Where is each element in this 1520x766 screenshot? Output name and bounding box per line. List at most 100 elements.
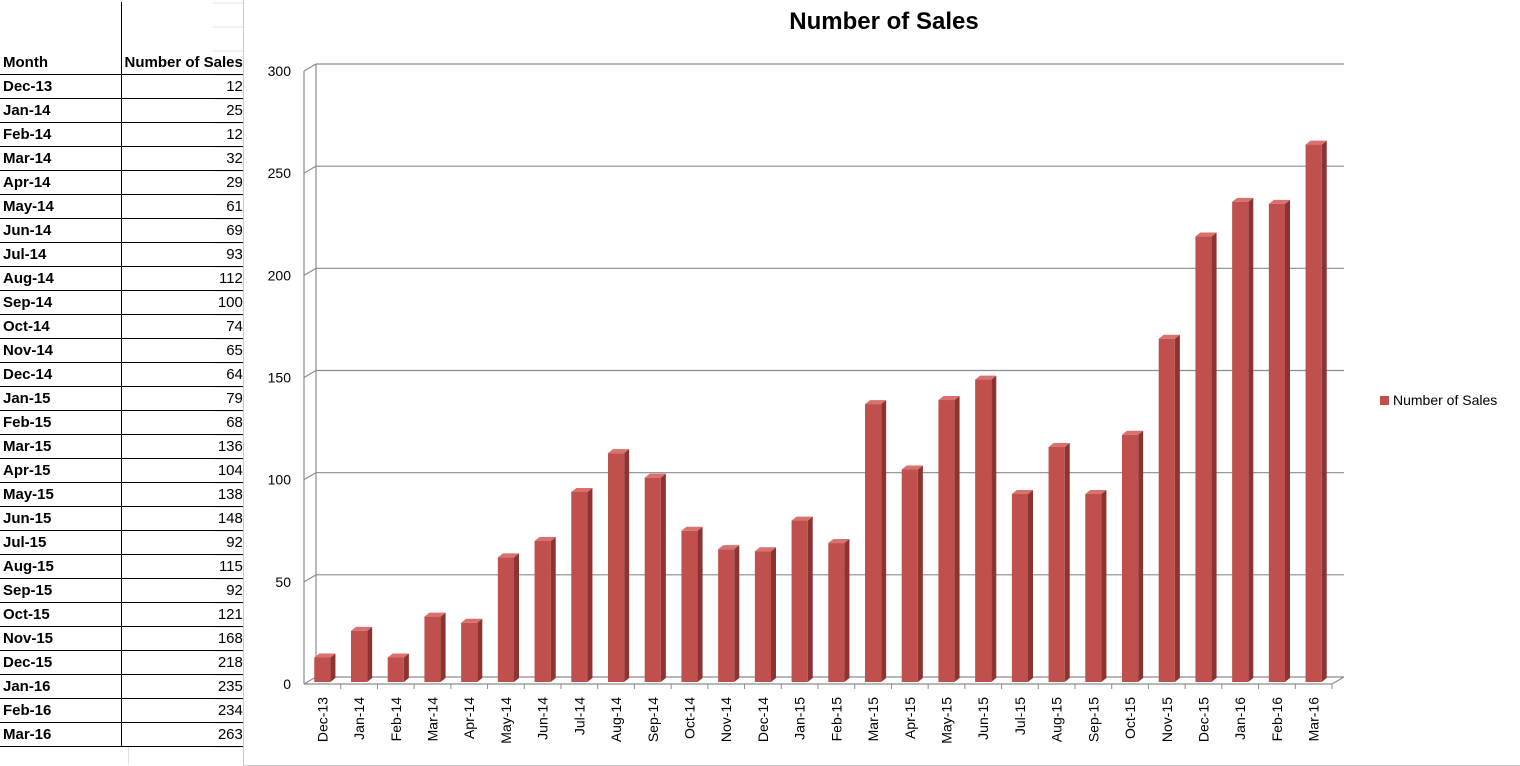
month-cell[interactable]: Nov-15 [0, 626, 122, 651]
bar [975, 379, 992, 682]
month-cell[interactable]: Jan-15 [0, 386, 122, 411]
month-cell[interactable]: Feb-16 [0, 698, 122, 723]
month-cell[interactable]: Jun-14 [0, 218, 122, 243]
column-header-number-of-sales[interactable]: Number of Sales [121, 2, 247, 75]
table-row: Nov-14 65 [0, 338, 247, 363]
bar-side [660, 473, 666, 682]
column-header-month[interactable]: Month [0, 2, 122, 75]
bar-side [367, 626, 373, 682]
bar-side [1138, 430, 1144, 682]
table-row: Jan-14 25 [0, 98, 247, 123]
month-cell[interactable]: Dec-13 [0, 74, 122, 99]
sales-cell[interactable]: 100 [121, 290, 247, 315]
table-row: Jul-14 93 [0, 242, 247, 267]
sales-cell[interactable]: 136 [121, 434, 247, 459]
month-cell[interactable]: Sep-15 [0, 578, 122, 603]
sales-cell[interactable]: 12 [121, 74, 247, 99]
month-cell[interactable]: Feb-15 [0, 410, 122, 435]
sales-cell[interactable]: 138 [121, 482, 247, 507]
table-row: Jan-15 79 [0, 386, 247, 411]
sales-cell[interactable]: 74 [121, 314, 247, 339]
bar [864, 404, 882, 682]
sales-cell[interactable]: 64 [121, 362, 247, 387]
sales-cell[interactable]: 68 [121, 410, 247, 435]
bar-side [954, 396, 960, 682]
sales-cell[interactable]: 115 [121, 554, 247, 579]
floor-right-edge [1331, 676, 1345, 685]
x-tick-label: May-14 [498, 697, 514, 744]
month-cell[interactable]: Aug-15 [0, 554, 122, 579]
sales-cell[interactable]: 263 [121, 722, 247, 747]
month-cell[interactable]: Jun-15 [0, 506, 122, 531]
bar-side [844, 539, 850, 682]
table-row: Apr-15 104 [0, 458, 247, 483]
sales-cell[interactable]: 65 [121, 338, 247, 363]
x-tick-label: Jul-15 [1012, 697, 1028, 735]
bar [644, 477, 661, 682]
x-tick-label: Mar-15 [865, 697, 881, 742]
bar-side [587, 487, 593, 682]
table-row: Feb-14 12 [0, 122, 247, 147]
month-cell[interactable]: May-15 [0, 482, 122, 507]
month-cell[interactable]: Mar-16 [0, 722, 122, 747]
month-cell[interactable]: Jul-14 [0, 242, 122, 267]
month-cell[interactable]: Aug-14 [0, 266, 122, 291]
bar-side [440, 612, 446, 682]
table-row: Aug-15 115 [0, 554, 247, 579]
x-tick-label: Jan-14 [351, 697, 367, 740]
x-tick-label: Feb-16 [1269, 697, 1285, 742]
month-cell[interactable]: Sep-14 [0, 290, 122, 315]
sales-cell[interactable]: 25 [121, 98, 247, 123]
bar-side [1028, 490, 1034, 682]
month-cell[interactable]: Mar-14 [0, 146, 122, 171]
month-cell[interactable]: Oct-15 [0, 602, 122, 627]
sales-cell[interactable]: 29 [121, 170, 247, 195]
gridline-depth [303, 165, 317, 174]
table-row: Dec-14 64 [0, 362, 247, 387]
month-cell[interactable]: Oct-14 [0, 314, 122, 339]
month-cell[interactable]: Feb-14 [0, 122, 122, 147]
month-cell[interactable]: Apr-15 [0, 458, 122, 483]
sales-cell[interactable]: 12 [121, 122, 247, 147]
month-cell[interactable]: Dec-14 [0, 362, 122, 387]
x-tick-label: Oct-15 [1122, 697, 1138, 739]
sales-cell[interactable]: 93 [121, 242, 247, 267]
sales-cell[interactable]: 79 [121, 386, 247, 411]
month-cell[interactable]: Apr-14 [0, 170, 122, 195]
sales-cell[interactable]: 121 [121, 602, 247, 627]
sales-cell[interactable]: 112 [121, 266, 247, 291]
sales-cell[interactable]: 234 [121, 698, 247, 723]
bar-side [624, 449, 630, 682]
month-cell[interactable]: Jan-14 [0, 98, 122, 123]
month-cell[interactable]: Dec-15 [0, 650, 122, 675]
bar-top [571, 487, 593, 492]
x-tick-label: Apr-15 [902, 697, 918, 739]
month-cell[interactable]: Nov-14 [0, 338, 122, 363]
bar-top [314, 653, 336, 658]
month-cell[interactable]: May-14 [0, 194, 122, 219]
sales-cell[interactable]: 218 [121, 650, 247, 675]
sales-cell[interactable]: 168 [121, 626, 247, 651]
sales-cell[interactable]: 61 [121, 194, 247, 219]
sales-cell[interactable]: 32 [121, 146, 247, 171]
sales-cell[interactable]: 148 [121, 506, 247, 531]
sales-cell[interactable]: 92 [121, 530, 247, 555]
sales-chart[interactable]: Number of Sales 0 50 100 150 200 250 300 Dec-13 J… [243, 0, 1520, 766]
sales-cell[interactable]: 235 [121, 674, 247, 699]
month-cell[interactable]: Jul-15 [0, 530, 122, 555]
table-row: Sep-15 92 [0, 578, 247, 603]
bar [461, 622, 478, 682]
bar-top [387, 653, 409, 658]
x-tick-label: Dec-14 [755, 697, 771, 742]
bar-top [828, 539, 850, 544]
month-cell[interactable]: Mar-15 [0, 434, 122, 459]
table-row: Mar-15 136 [0, 434, 247, 459]
sales-cell[interactable]: 104 [121, 458, 247, 483]
sales-cell[interactable]: 92 [121, 578, 247, 603]
bar-side [514, 553, 520, 682]
sales-cell[interactable]: 69 [121, 218, 247, 243]
bar [1268, 203, 1286, 683]
month-cell[interactable]: Jan-16 [0, 674, 122, 699]
y-tick-label: 150 [268, 370, 292, 386]
bar-side [1211, 232, 1217, 682]
